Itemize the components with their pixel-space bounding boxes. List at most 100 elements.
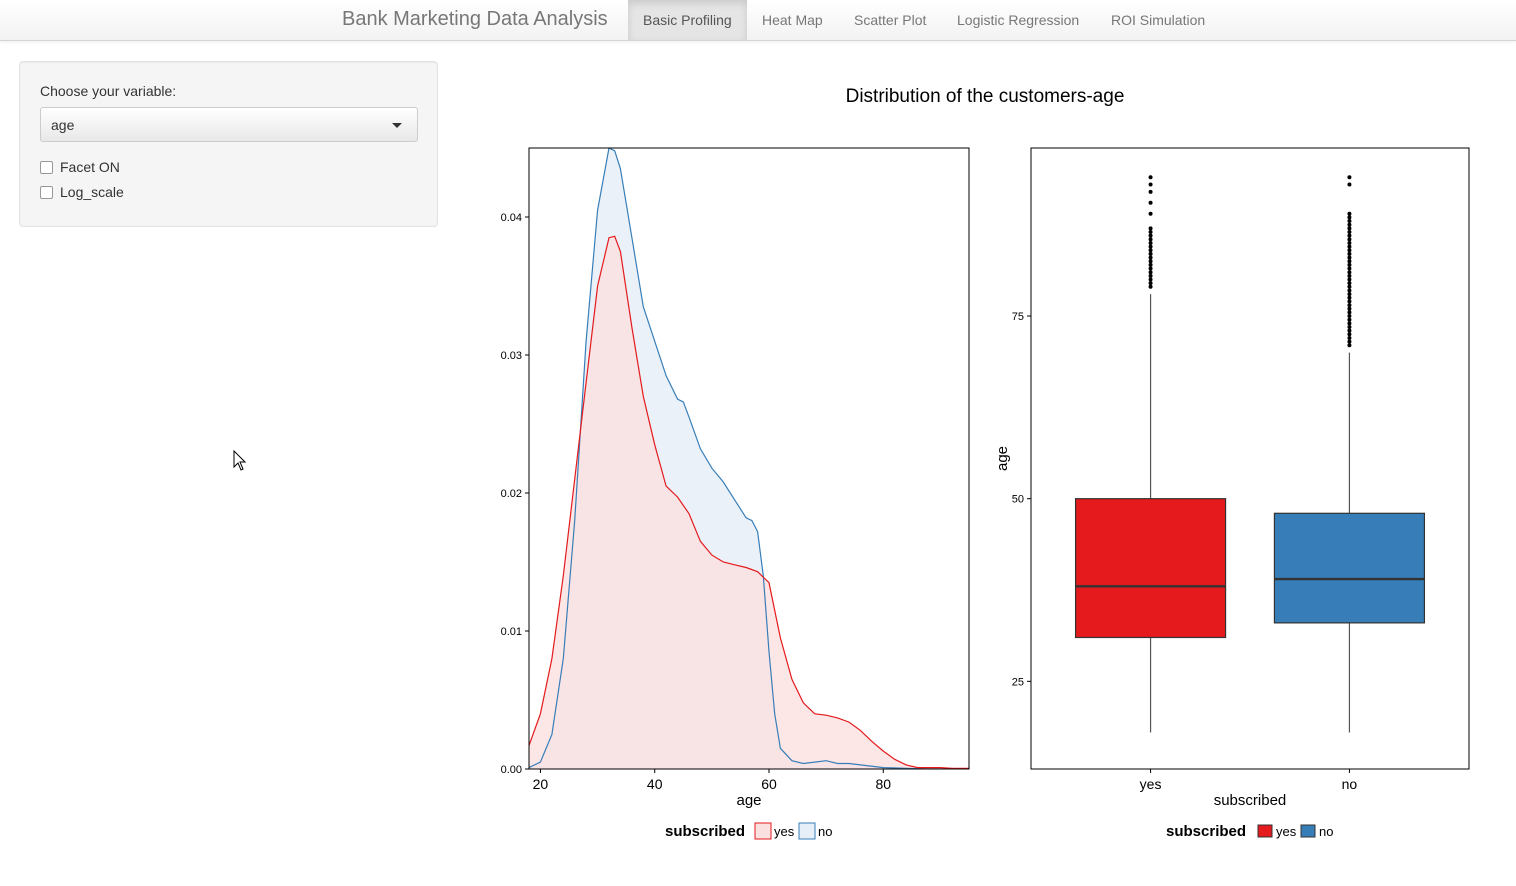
density-x-tick-label: 60 xyxy=(761,776,777,792)
box-outlier-yes xyxy=(1148,226,1153,231)
box-outlier-yes xyxy=(1148,284,1153,289)
box-outlier-yes xyxy=(1148,175,1153,180)
density-x-tick-label: 40 xyxy=(647,776,663,792)
density-legend-key-no xyxy=(798,822,816,840)
box-outlier-yes xyxy=(1148,251,1153,256)
box-legend-title: subscribed xyxy=(1166,823,1246,840)
box-outlier-yes xyxy=(1148,277,1153,282)
box-y-axis-label: age xyxy=(994,446,1011,471)
box-outlier-no xyxy=(1347,175,1352,180)
box-outlier-no xyxy=(1347,240,1352,245)
box-x-axis-label: subscribed xyxy=(1214,792,1287,809)
box-outlier-yes xyxy=(1148,281,1153,286)
box-outlier-no xyxy=(1347,295,1352,300)
box-outlier-no xyxy=(1347,321,1352,326)
chevron-down-icon xyxy=(392,123,402,128)
box-outlier-no xyxy=(1347,259,1352,264)
variable-select[interactable]: age xyxy=(40,107,418,142)
box-outlier-no xyxy=(1347,244,1352,249)
tab-scatter-plot[interactable]: Scatter Plot xyxy=(854,12,927,28)
log-scale-checkbox[interactable] xyxy=(40,186,53,199)
box-outlier-yes xyxy=(1148,211,1153,216)
density-y-tick-label: 0.03 xyxy=(501,350,522,362)
density-x-axis-label: age xyxy=(736,792,761,809)
density-panel-border xyxy=(528,147,970,770)
box-x-tick-label: no xyxy=(1342,776,1358,792)
box-outlier-no xyxy=(1347,255,1352,260)
box-outlier-no xyxy=(1347,310,1352,315)
box-outlier-yes xyxy=(1148,266,1153,271)
box-outlier-yes xyxy=(1148,230,1153,235)
box-panel-border xyxy=(1030,147,1470,770)
box-outlier-no xyxy=(1347,303,1352,308)
density-area-yes xyxy=(529,236,969,769)
box-outlier-no xyxy=(1347,339,1352,344)
tab-roi-simulation[interactable]: ROI Simulation xyxy=(1111,12,1206,28)
box-outlier-no xyxy=(1347,314,1352,319)
box-outlier-yes xyxy=(1148,233,1153,238)
box-outlier-no xyxy=(1347,182,1352,187)
box-outlier-yes xyxy=(1148,259,1153,264)
density-legend-key-yes xyxy=(754,822,772,840)
box-outlier-no xyxy=(1347,281,1352,286)
box-outlier-yes xyxy=(1148,273,1153,278)
box-outlier-yes xyxy=(1148,237,1153,242)
box-outlier-no xyxy=(1347,332,1352,337)
box-outlier-no xyxy=(1347,270,1352,275)
tab-heat-map[interactable]: Heat Map xyxy=(762,12,823,28)
density-line-no xyxy=(529,148,969,769)
box-legend-label-yes: yes xyxy=(1276,824,1297,839)
box-outlier-no xyxy=(1347,299,1352,304)
box-chart: 25 50 75 age yes no subscribed subscribed yes no xyxy=(994,147,1470,840)
box-y-tick-label: 50 xyxy=(1012,494,1024,506)
box-outlier-yes xyxy=(1148,240,1153,245)
box-outlier-no xyxy=(1347,215,1352,220)
facet-on-checkbox[interactable] xyxy=(40,161,53,174)
box-outlier-no xyxy=(1347,226,1352,231)
density-chart: 0.00 0.01 0.02 0.03 0.04 20 40 60 80 age subscribe… xyxy=(501,147,970,840)
box-outlier-no xyxy=(1347,222,1352,227)
box-y-tick-label: 25 xyxy=(1012,676,1024,688)
density-line-yes xyxy=(529,235,969,769)
box-outlier-no xyxy=(1347,219,1352,224)
density-y-tick-label: 0.04 xyxy=(501,212,522,224)
box-outlier-yes xyxy=(1148,189,1153,194)
box-outlier-no xyxy=(1347,230,1352,235)
box-outlier-no xyxy=(1347,211,1352,216)
box-outlier-yes xyxy=(1148,262,1153,267)
box-panel-bg xyxy=(1031,148,1469,769)
sidebar-panel: Choose your variable: age Facet ON Log_s… xyxy=(19,61,438,227)
box-no xyxy=(1273,512,1426,624)
box-outlier-no xyxy=(1347,233,1352,238)
box-outlier-no xyxy=(1347,328,1352,333)
density-areas xyxy=(529,148,969,769)
box-outlier-no xyxy=(1347,343,1352,348)
box-outlier-no xyxy=(1347,292,1352,297)
box-legend-label-no: no xyxy=(1319,824,1333,839)
box-yes xyxy=(1074,498,1227,639)
variable-select-value: age xyxy=(51,117,75,133)
navbar: Bank Marketing Data Analysis Basic Profi… xyxy=(0,0,1516,41)
app-brand[interactable]: Bank Marketing Data Analysis xyxy=(342,8,608,30)
density-legend-label-no: no xyxy=(818,824,832,839)
plot-title: Distribution of the customers-age xyxy=(845,86,1125,107)
box-outlier-no xyxy=(1347,324,1352,329)
box-outlier-yes xyxy=(1148,182,1153,187)
tab-basic-profiling[interactable]: Basic Profiling xyxy=(628,0,747,40)
density-legend-title: subscribed xyxy=(665,823,745,840)
tab-logistic-regression[interactable]: Logistic Regression xyxy=(957,12,1080,28)
box-legend-key-yes xyxy=(1257,824,1273,838)
box-outlier-no xyxy=(1347,306,1352,311)
box-outlier-no xyxy=(1347,266,1352,271)
box-outlier-yes xyxy=(1148,248,1153,253)
density-y-tick-label: 0.00 xyxy=(501,764,522,776)
box-outlier-yes xyxy=(1148,200,1153,205)
density-y-tick-label: 0.02 xyxy=(501,488,522,500)
density-y-tick-label: 0.01 xyxy=(501,626,522,638)
box-outlier-no xyxy=(1347,288,1352,293)
box-outlier-no xyxy=(1347,262,1352,267)
box-outlier-no xyxy=(1347,237,1352,242)
box-outlier-yes xyxy=(1148,270,1153,275)
box-outlier-yes xyxy=(1148,255,1153,260)
box-outlier-no xyxy=(1347,251,1352,256)
